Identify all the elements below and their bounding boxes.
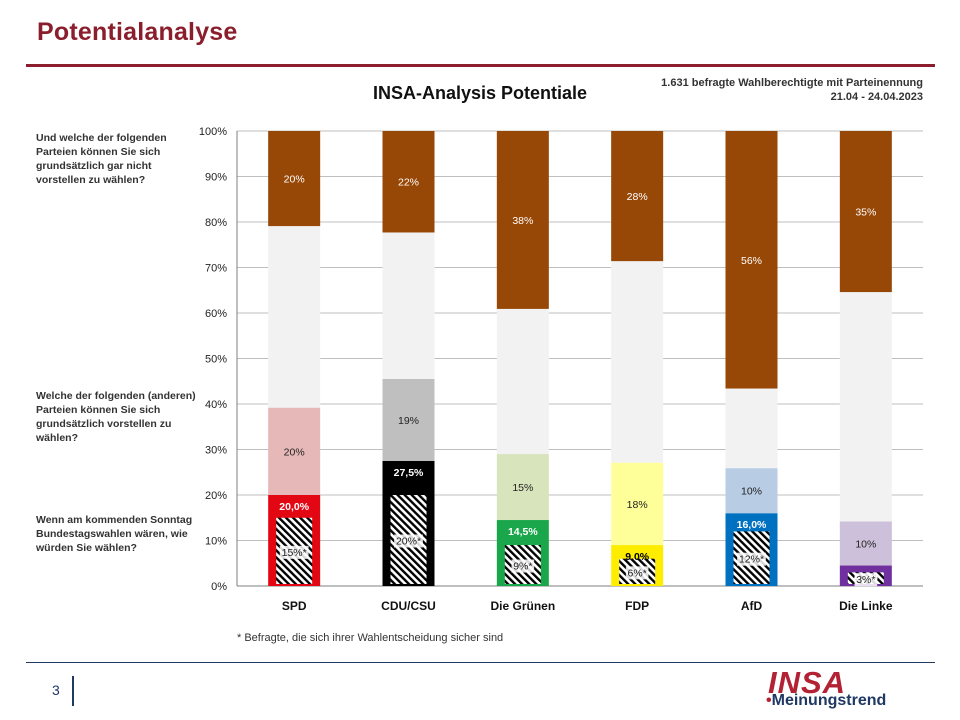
- y-tick-label: 90%: [205, 172, 227, 184]
- bar-fdp: 9,0% 6%* 18% 28%: [611, 131, 664, 586]
- x-axis: SPD CDU/CSU Die Grünen FDP AfD Die Linke: [282, 599, 893, 613]
- bar-vote-label: 16,0%: [737, 519, 767, 531]
- title-divider: [26, 64, 935, 67]
- y-tick-label: 0%: [211, 581, 227, 593]
- y-tick-label: 20%: [205, 490, 227, 502]
- bar-potential-segment: [268, 407, 321, 495]
- x-category-label: AfD: [741, 599, 763, 613]
- bar-potential-label: 19%: [398, 415, 419, 427]
- y-tick-label: 10%: [205, 536, 227, 548]
- logo-insa-text: INSA: [768, 665, 847, 700]
- bar-potential-label: 10%: [741, 486, 762, 498]
- survey-dates: 21.04 - 24.04.2023: [830, 91, 923, 103]
- bar-never-label: 22%: [398, 177, 419, 189]
- bar-potential-label: 15%: [512, 482, 533, 494]
- logo-subtitle: •Meinungstrend: [766, 692, 886, 710]
- bar-never-label: 56%: [741, 255, 762, 267]
- side-label-never: Und welche der folgenden Parteien können…: [36, 132, 167, 186]
- x-category-label: Die Grünen: [490, 599, 555, 613]
- bar-never-segment: [268, 131, 321, 227]
- bar-sure-label-bg: [625, 566, 649, 580]
- logo-sub-text: Meinungstrend: [771, 692, 887, 709]
- bar-sure-label-bg: [854, 573, 878, 587]
- side-label-vote: Wenn am kommenden Sonntag Bundestagswahl…: [36, 514, 193, 554]
- bar-potential-label: 18%: [627, 499, 648, 511]
- side-label-potential: Welche der folgenden (anderen) Parteien …: [36, 390, 196, 444]
- bar-sure-label: 12%*: [739, 554, 764, 566]
- bar-gap-segment: [839, 292, 892, 522]
- bar-never-segment: [496, 131, 549, 309]
- x-category-label: CDU/CSU: [381, 599, 436, 613]
- x-category-label: SPD: [282, 599, 307, 613]
- bar-vote-label: 27,5%: [394, 467, 424, 479]
- bar-potential-segment: [382, 378, 435, 461]
- bar-never-label: 20%: [284, 174, 305, 186]
- footer-divider: [26, 662, 935, 663]
- bar-never-label: 35%: [855, 207, 876, 219]
- bar-gap-segment: [725, 388, 778, 469]
- bar-sure-label-bg: [737, 552, 766, 566]
- bar-potential-label: 10%: [855, 538, 876, 550]
- footnote: * Befragte, die sich ihrer Wahlentscheid…: [237, 632, 504, 644]
- page-title: Potentialanalyse: [37, 18, 238, 46]
- chart-title: INSA-Analysis Potentiale: [372, 83, 588, 103]
- y-tick-label: 100%: [199, 126, 227, 138]
- bar-never-segment: [611, 131, 664, 262]
- bar-vote-label: 9,0%: [625, 551, 650, 563]
- bar-sure-label: 15%*: [282, 547, 307, 559]
- y-tick-label: 30%: [205, 445, 227, 457]
- bar-potential-segment: [839, 521, 892, 566]
- bar-sure-label: 3%*: [856, 574, 875, 586]
- bar-sure-label: 9%*: [513, 561, 532, 573]
- bar-spd: 20,0% 15%* 20% 20%: [268, 131, 321, 586]
- bar-potential-label: 20%: [284, 446, 305, 458]
- page-number: 3: [52, 682, 60, 698]
- bar-gap-segment: [496, 308, 549, 455]
- y-tick-label: 80%: [205, 217, 227, 229]
- x-category-label: FDP: [625, 599, 649, 613]
- logo-dot: •: [766, 692, 772, 709]
- bar-never-segment: [725, 131, 778, 389]
- y-tick-label: 70%: [205, 263, 227, 275]
- y-axis: 0% 10% 20% 30% 40% 50% 60% 70% 80% 90% 100%: [199, 126, 923, 593]
- bar-vote-label: 20,0%: [279, 501, 309, 513]
- bar-die-gr-nen: 14,5% 9%* 15% 38%: [496, 131, 549, 586]
- bar-sure-label: 6%*: [628, 567, 647, 579]
- bar-gap-segment: [382, 232, 435, 379]
- bar-sure-label-bg: [394, 534, 423, 548]
- x-category-label: Die Linke: [839, 599, 893, 613]
- y-tick-label: 50%: [205, 354, 227, 366]
- bar-sure-label-bg: [279, 545, 309, 559]
- bar-die-linke: 4,5%3%*10%35%: [839, 131, 892, 587]
- bar-never-label: 38%: [512, 215, 533, 227]
- insa-logo: INSA •Meinungstrend: [762, 665, 922, 715]
- y-tick-label: 40%: [205, 399, 227, 411]
- bar-cdu-csu: 27,5% 20%* 19% 22%: [382, 131, 435, 586]
- bar-sure-label-bg: [511, 559, 535, 573]
- bar-potential-segment: [725, 468, 778, 514]
- bar-potential-segment: [611, 462, 664, 546]
- bar-gap-segment: [611, 261, 664, 463]
- bars: 20,0% 15%* 20% 20% 27,5% 20%* 19% 22% 14,5% 9%* 15…: [268, 131, 892, 587]
- bar-sure-label: 20%*: [396, 536, 421, 548]
- survey-sample: 1.631 befragte Wahlberechtigte mit Parte…: [661, 77, 923, 89]
- bar-afd: 16,0% 12%* 10% 56%: [725, 131, 778, 586]
- bar-never-segment: [382, 131, 435, 233]
- chart-grid: [237, 130, 923, 587]
- bar-never-label: 28%: [627, 191, 648, 203]
- bar-never-segment: [839, 131, 892, 293]
- bar-gap-segment: [268, 226, 321, 408]
- bar-vote-label: 14,5%: [508, 526, 538, 538]
- page-number-bar: [72, 676, 74, 706]
- survey-meta: 1.631 befragte Wahlberechtigte mit Parte…: [661, 76, 923, 104]
- y-tick-label: 60%: [205, 308, 227, 320]
- bar-potential-segment: [496, 454, 549, 521]
